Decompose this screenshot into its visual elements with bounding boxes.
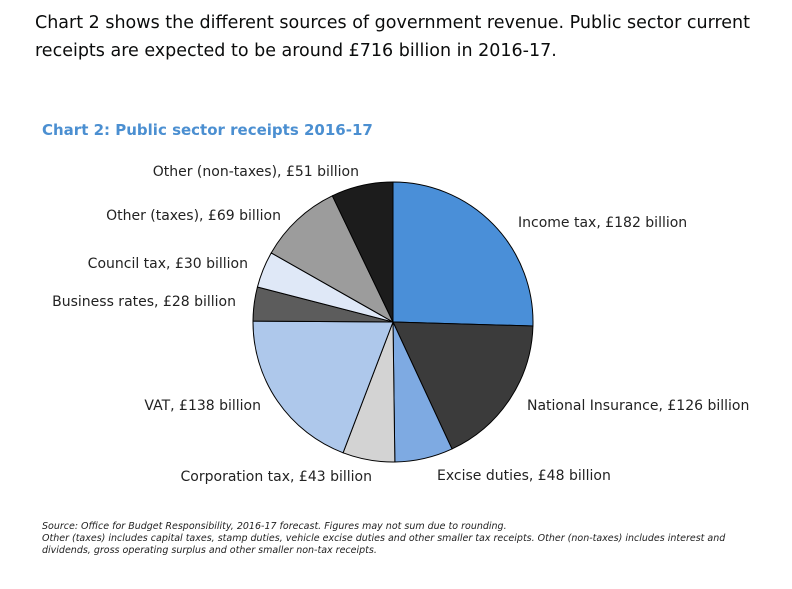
label-income-tax: Income tax, £182 billion [518,215,687,231]
label-corporation-tax: Corporation tax, £43 billion [181,469,372,485]
slice-other-non-taxes [331,181,394,323]
definitions-note: Other (taxes) includes capital taxes, st… [42,533,726,556]
label-national-insurance: National Insurance, £126 billion [527,398,749,414]
slice-national-insurance [392,321,534,450]
chart-title: Chart 2: Public sector receipts 2016-17 [42,121,373,139]
slice-income-tax [392,181,534,327]
chart-notes: Source: Office for Budget Responsibility… [42,521,742,557]
pie-slices [252,181,534,463]
label-council-tax: Council tax, £30 billion [88,256,248,272]
label-excise-duties: Excise duties, £48 billion [437,468,611,484]
slice-vat [252,320,394,454]
label-business-rates: Business rates, £28 billion [52,294,236,310]
slice-other-taxes [270,195,394,323]
label-vat: VAT, £138 billion [144,398,261,414]
pie-chart: Income tax, £182 billion National Insuran… [52,164,749,485]
intro-paragraph: Chart 2 shows the different sources of g… [35,13,750,61]
label-other-taxes: Other (taxes), £69 billion [106,208,281,224]
label-other-non-taxes: Other (non-taxes), £51 billion [153,164,359,180]
source-note: Source: Office for Budget Responsibility… [42,521,507,532]
pie-labels: Income tax, £182 billion National Insuran… [52,164,749,485]
